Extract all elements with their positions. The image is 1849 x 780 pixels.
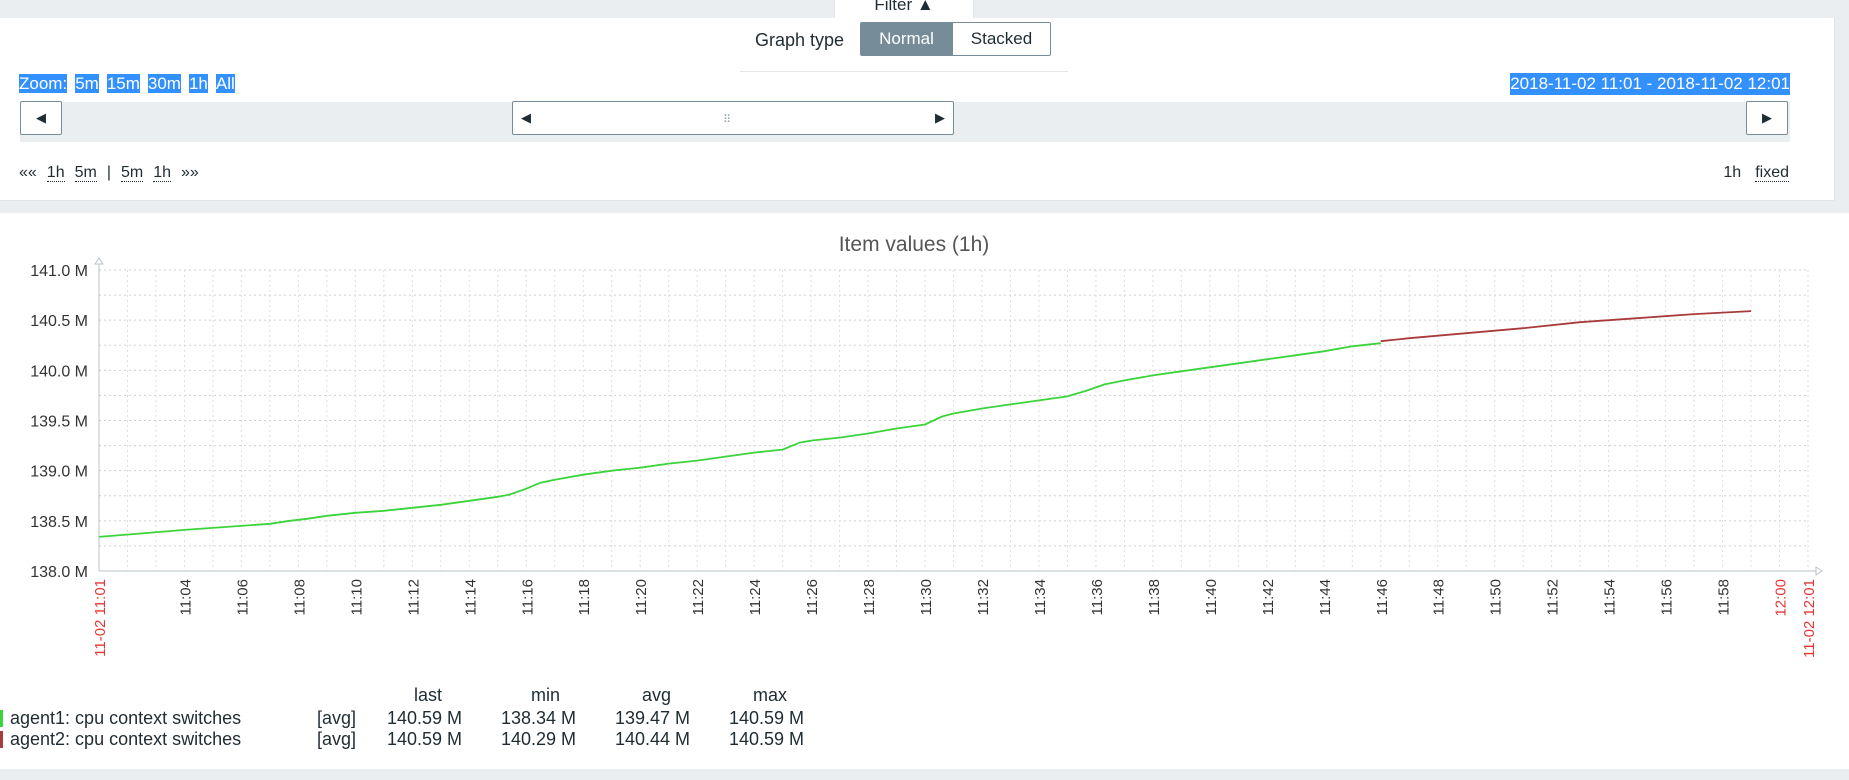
zoom-5m-link[interactable]: 5m [75,74,99,93]
slider-right-handle-icon[interactable]: ▶ [935,110,945,125]
x-tick-label: 11:04 [177,579,194,615]
x-tick-label: 11:22 [690,579,707,615]
step-back-all-link[interactable]: «« [19,164,37,181]
zoom-30m-link[interactable]: 30m [147,74,181,93]
x-tick-label: 11:32 [975,579,992,615]
x-tick-label: 11:06 [234,579,251,615]
x-tick-label: 11-02 12:01 [1801,579,1818,658]
x-tick-label: 12:00 [1773,579,1790,617]
legend-col-max: max [753,685,788,705]
step-forward-1h-link[interactable]: 1h [153,164,172,182]
series-line [98,342,1381,538]
graph-type-label: Graph type [755,30,845,50]
x-tick-label: 11:56 [1659,579,1676,615]
legend-last: 140.59 M [387,708,463,728]
legend-func: [avg] [317,729,357,749]
y-tick-label: 138.5 M [30,514,88,531]
graph-type-stacked-button[interactable]: Stacked [952,22,1051,56]
x-tick-label: 11:58 [1716,579,1733,615]
y-axis-arrow-icon [94,257,104,265]
x-tick-label: 11:50 [1488,579,1505,615]
grip-icon[interactable]: ⠿ [723,114,733,126]
step-separator: | [106,164,111,181]
zoom-15m-link[interactable]: 15m [106,74,140,93]
x-tick-label: 11:14 [462,579,479,615]
series-line [1380,310,1752,343]
x-tick-label: 11:30 [918,579,935,615]
x-tick-label: 11:40 [1203,579,1220,615]
x-tick-label: 11:18 [576,579,593,615]
y-tick-label: 140.0 M [30,363,88,380]
y-tick-label: 139.0 M [30,464,88,481]
arrow-right-icon: ▶ [1762,110,1772,125]
legend-swatch [0,731,3,748]
graph-type-normal-button[interactable]: Normal [860,22,953,56]
x-tick-label: 11-02 11:01 [92,579,109,657]
legend-avg: 140.44 M [615,729,691,749]
arrow-left-icon: ◀ [36,110,46,125]
step-back-5m-link[interactable]: 5m [74,164,97,182]
x-tick-label: 11:34 [1032,579,1049,615]
x-tick-label: 11:48 [1431,579,1448,615]
x-tick-label: 11:26 [804,579,821,615]
y-tick-label: 140.5 M [30,313,88,330]
x-tick-label: 11:12 [405,579,422,615]
legend-max: 140.59 M [729,729,805,749]
x-tick-label: 11:42 [1260,579,1277,615]
zoom-bar: Zoom: 5m 15m 30m 1h All [19,73,243,95]
y-tick-label: 139.5 M [30,414,88,431]
legend-series-name: agent1: cpu context switches [10,708,242,728]
x-tick-label: 11:44 [1317,579,1334,615]
period-fixed-link[interactable]: fixed [1755,164,1789,182]
step-forward-5m-link[interactable]: 5m [120,164,144,182]
x-tick-label: 11:52 [1545,579,1562,615]
slider-left-handle-icon[interactable]: ◀ [521,110,531,125]
x-tick-label: 11:10 [348,579,365,615]
zoom-label: Zoom: [19,74,68,93]
x-tick-label: 11:20 [633,579,650,615]
x-axis-arrow-icon [1815,566,1823,576]
x-tick-label: 11:36 [1089,579,1106,615]
x-tick-label: 11:24 [747,579,764,615]
legend-col-min: min [531,685,561,705]
timeline-slider[interactable]: ◀ ⠿ ▶ [512,101,954,135]
legend-swatch [0,710,3,727]
step-navigation: «« 1h 5m | 5m 1h »» [19,163,209,183]
chart-title: Item values (1h) [839,233,990,256]
legend-func: [avg] [317,708,357,728]
graph-panel [0,213,1849,769]
legend-min: 138.34 M [501,708,577,728]
filter-tab[interactable]: Filter ▲ [834,0,974,19]
legend-avg: 139.47 M [615,708,691,728]
x-tick-label: 11:54 [1602,579,1619,615]
zoom-1h-link[interactable]: 1h [188,74,208,93]
period-value: 1h [1723,164,1742,181]
legend-last: 140.59 M [387,729,463,749]
time-range-label: 2018-11-02 11:01 - 2018-11-02 12:01 [1510,73,1790,95]
y-tick-label: 141.0 M [30,263,88,280]
scroll-left-button[interactable]: ◀ [20,101,62,135]
legend-series-name: agent2: cpu context switches [10,729,242,749]
divider [740,71,1068,72]
filter-tab-label: Filter ▲ [874,0,934,14]
legend-row: agent2: cpu context switches [avg] 140.5… [0,729,860,750]
legend-row: agent1: cpu context switches [avg] 140.5… [0,708,860,729]
x-tick-label: 11:38 [1146,579,1163,615]
legend-max: 140.59 M [729,708,805,728]
x-tick-label: 11:28 [861,579,878,615]
x-tick-label: 11:46 [1374,579,1391,615]
scroll-right-button[interactable]: ▶ [1746,101,1788,135]
legend-col-avg: avg [642,685,672,705]
legend-min: 140.29 M [501,729,577,749]
legend-col-last: last [414,685,443,705]
step-forward-all-link[interactable]: »» [181,164,199,181]
period-controls: 1h fixed [1723,163,1789,183]
line-chart: Item values (1h) 138.0 M 138.5 M 139.0 M 13… [30,233,1823,658]
y-tick-label: 138.0 M [30,564,88,581]
step-back-1h-link[interactable]: 1h [46,164,65,182]
zoom-all-link[interactable]: All [215,74,235,93]
x-tick-label: 11:08 [291,579,308,615]
x-tick-label: 11:16 [519,579,536,615]
